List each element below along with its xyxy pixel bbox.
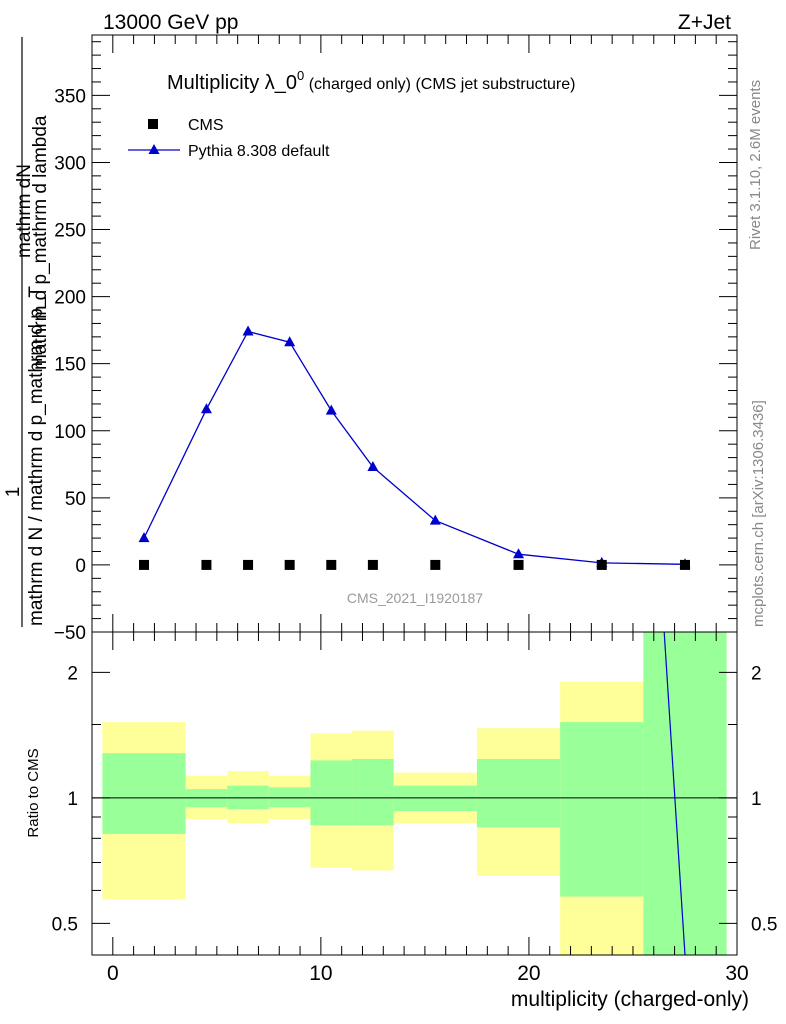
pythia-series-line [143,330,686,565]
main-y-tick-label: 350 [54,86,86,107]
ratio-inner-band [268,787,311,808]
ratio-y-label: Ratio to CMS [25,748,42,837]
pythia-point [200,403,212,414]
cms-point [513,559,524,570]
main-y-label-top-denominator: mathrm d p_mathrm d lambda [30,115,51,370]
ratio-y-tick-label: 1 [67,789,78,810]
ratio-y-tick-label-right: 0.5 [751,914,777,935]
main-y-label-top: mathrm dN [14,164,35,258]
pythia-point [138,532,150,543]
cms-point [679,559,690,570]
plot-title-superscript: 0 [297,68,304,83]
cms-point [243,559,254,570]
main-y-tick-label: 100 [54,422,86,443]
ratio-inner-band [643,632,727,955]
header-left: 13000 GeV pp [103,11,238,34]
plot-title-main: Multiplicity λ_0 [167,72,297,94]
main-y-label: mathrm dN mathrm d p_mathrm d lambda 1 m… [3,37,51,627]
x-tick-label: 30 [725,962,748,985]
main-y-tick-label: 50 [65,489,86,510]
rivet-label: Rivet 3.1.10, 2.6M events [747,80,764,250]
cms-point [201,559,212,570]
cms-point [596,559,607,570]
main-y-tick-label: 250 [54,221,86,242]
ratio-inner-band [227,785,269,810]
legend-cms-label: CMS [188,117,224,134]
main-y-tick-label: 200 [54,288,86,309]
x-tick-label: 10 [309,962,332,985]
main-y-label-bottom: mathrm d N / mathrm d p_mathrm d p_T [26,286,47,626]
main-series [138,325,691,570]
pythia-point [429,514,441,525]
cms-point [284,559,295,570]
plot-title-subtitle: (charged only) (CMS jet substructure) [304,76,575,93]
ratio-y-tick-label-right: 1 [751,789,762,810]
ratio-inner-band [310,760,353,826]
ratio-y-tick-label: 0.5 [52,914,78,935]
legend: CMS Pythia 8.308 default [128,117,330,160]
pythia-point [513,548,525,559]
ratio-inner-band [102,753,186,834]
main-y-tick-label: −50 [54,623,86,644]
main-plot-panel: −50 0 50 100 150 200 250 300 350 Multiplicity λ_… [54,34,738,644]
main-y-axis: −50 0 50 100 150 200 250 300 350 [54,41,737,644]
main-y-label-one: 1 [3,487,24,498]
main-y-tick-label: 300 [54,153,86,174]
cms-point [367,559,378,570]
main-y-tick-label: 0 [75,556,86,577]
pythia-point [325,404,337,415]
ratio-y-tick-label: 2 [67,663,78,684]
cms-point [430,559,441,570]
ratio-x-axis: 0 10 20 30 [91,632,749,985]
ratio-y-axis: 0.5 0.5 1 1 2 2 [52,663,778,935]
x-axis-label: multiplicity (charged-only) [511,988,749,1011]
ratio-inner-band [560,722,644,897]
pythia-point [284,336,296,347]
cms-point [139,559,150,570]
x-tick-label: 0 [107,962,119,985]
ratio-bands [102,632,727,955]
ratio-plot-frame [91,631,738,956]
main-x-ticks [91,35,738,632]
ratio-inner-band [476,758,561,828]
legend-cms-marker [148,119,158,129]
cms-point [326,559,337,570]
watermark: CMS_2021_I1920187 [347,590,483,606]
pythia-point [242,325,254,336]
mcplots-label: mcplots.cern.ch [arXiv:1306.3436] [750,400,767,627]
main-y-tick-label: 150 [54,355,86,376]
legend-pythia-marker [148,144,160,154]
x-tick-label: 20 [517,962,540,985]
ratio-plot-panel: 0.5 0.5 1 1 2 2 0 10 20 30 Ratio to CMS multipli… [25,631,778,1011]
plot-title: Multiplicity λ_00 (charged only) (CMS je… [167,68,575,94]
ratio-pythia-line [663,631,686,956]
ratio-inner-band [352,758,394,826]
legend-pythia-label: Pythia 8.308 default [188,143,330,160]
pythia-point [367,460,379,471]
ratio-y-tick-label-right: 2 [751,663,762,684]
header-right: Z+Jet [678,11,731,34]
